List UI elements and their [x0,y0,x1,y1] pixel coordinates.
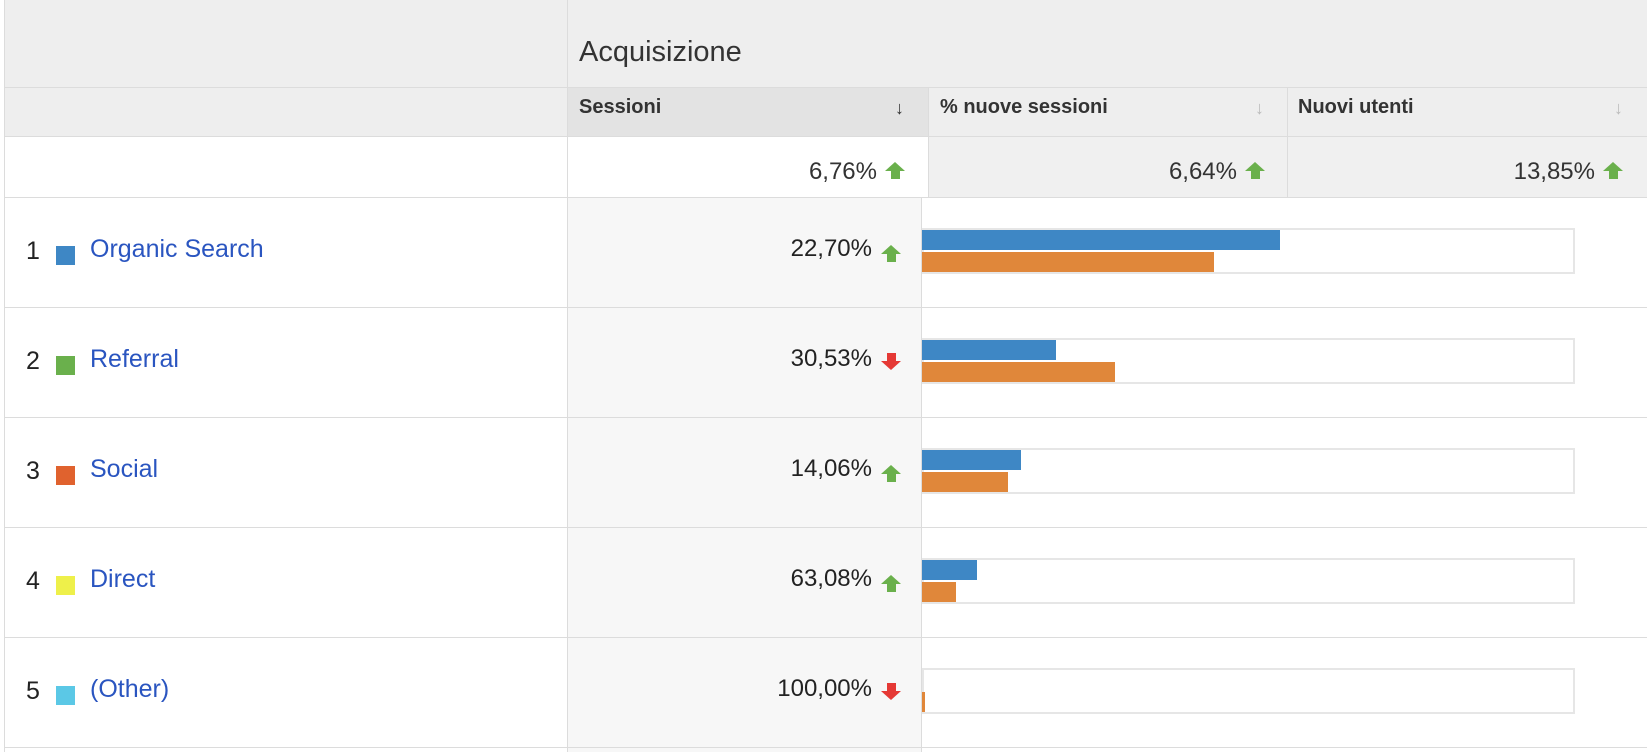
total-new-sessions-change: 6,64% [1168,158,1237,185]
bar-current [922,450,1021,470]
sort-desc-icon[interactable]: ↓ [1255,98,1264,118]
row-link-organic-search[interactable]: Organic Search [90,235,264,263]
bar-previous [922,692,925,712]
trend-up-icon [1245,162,1265,179]
column-header-sessions[interactable]: Sessioni [579,96,662,118]
row-value: 14,06% [790,455,872,482]
divider [5,527,1647,528]
bar-previous [922,362,1115,382]
trend-down-icon [881,353,901,370]
row-color-swatch [56,576,75,595]
row-color-swatch [56,356,75,375]
rows-value-column-bg [568,198,922,752]
trend-down-icon [881,683,901,700]
row-link-referral[interactable]: Referral [90,345,179,373]
divider [1287,88,1288,198]
row-value: 22,70% [790,235,872,262]
divider [5,747,1647,748]
row-value: 100,00% [777,675,872,702]
row-index: 5 [26,677,40,705]
bar-frame [922,668,1575,714]
bar-current [922,560,977,580]
divider [5,136,1647,137]
bar-previous [922,472,1008,492]
divider [4,0,5,752]
trend-up-icon [1603,162,1623,179]
total-sessions-change: 6,76% [808,158,877,185]
divider [5,417,1647,418]
trend-up-icon [885,162,905,179]
row-index: 3 [26,457,40,485]
trend-up-icon [881,245,901,262]
bar-previous [922,252,1214,272]
bar-frame [922,558,1575,604]
row-link-other[interactable]: (Other) [90,675,170,703]
column-header-new-users[interactable]: Nuovi utenti [1298,96,1414,118]
row-link-social[interactable]: Social [90,455,159,483]
row-index: 1 [26,237,40,265]
bar-current [922,230,1280,250]
divider [921,198,922,752]
header-top-band [5,0,1647,87]
divider [5,197,1647,198]
divider [5,87,1647,88]
total-new-users-change: 13,85% [1513,158,1595,185]
divider [928,88,929,198]
row-link-direct[interactable]: Direct [90,565,156,593]
bar-current [922,340,1056,360]
bar-frame [922,448,1575,494]
divider [5,637,1647,638]
divider [5,307,1647,308]
row-color-swatch [56,246,75,265]
row-index: 4 [26,567,40,595]
bar-previous [922,582,956,602]
row-index: 2 [26,347,40,375]
sessions-header-cell[interactable] [568,88,928,136]
trend-up-icon [881,465,901,482]
sort-desc-active-icon[interactable]: ↓ [895,98,904,118]
trend-up-icon [881,575,901,592]
row-color-swatch [56,686,75,705]
row-color-swatch [56,466,75,485]
group-title: Acquisizione [579,36,742,68]
column-header-new-sessions[interactable]: % nuove sessioni [940,96,1108,118]
row-value: 63,08% [790,565,872,592]
divider [567,0,568,752]
sort-desc-icon[interactable]: ↓ [1614,98,1623,118]
row-value: 30,53% [790,345,872,372]
